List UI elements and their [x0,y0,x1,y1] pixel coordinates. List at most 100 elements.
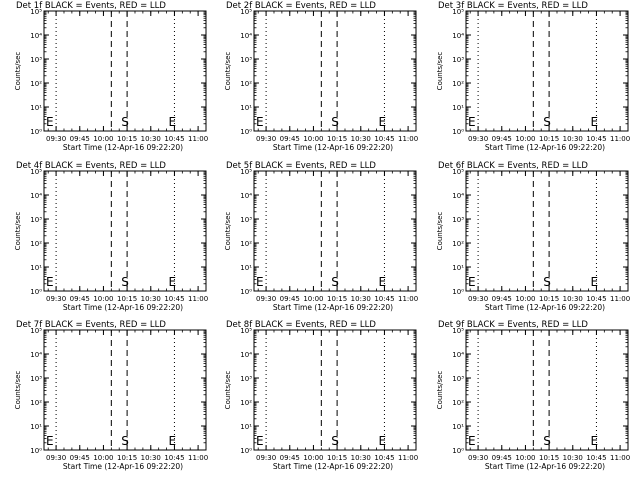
y-tick-label: 10¹ [30,264,42,272]
plot-frame [253,329,417,451]
plot-frame [465,170,629,292]
y-tick-label: 10⁰ [30,447,42,455]
y-tick-label: 10⁴ [30,192,42,200]
y-tick-label: 10² [30,399,42,407]
y-tick-label: 10⁰ [30,288,42,296]
y-axis-label: Counts/sec [224,52,232,91]
x-axis-label: Start Time (12-Apr-16 09:22:20) [485,462,605,471]
y-tick-label: 10⁰ [30,128,42,136]
x-tick-label: 10:00 [515,295,535,303]
x-tick-label: 10:45 [164,135,184,143]
y-axis-label: Counts/sec [436,212,444,251]
y-tick-label: 10¹ [452,423,464,431]
plot-frame [253,170,417,292]
marker-e: E [591,434,599,448]
detector-panel-5: Det 5f BLACK = Events, RED = LLD 10⁰ 10¹ 10… [224,161,418,312]
x-tick-label: 09:45 [280,135,300,143]
plot-frame [43,329,207,451]
detector-panel-4: Det 4f BLACK = Events, RED = LLD 10⁰ 10¹ 10… [14,161,208,312]
y-tick-label: 10³ [240,375,252,383]
marker-e: E [591,115,599,129]
y-tick-label: 10¹ [452,104,464,112]
y-axis-label: Counts/sec [436,52,444,91]
y-tick-label: 10⁴ [240,351,252,359]
x-tick-label: 10:15 [327,295,347,303]
x-tick-label: 10:15 [117,454,137,462]
x-tick-label: 10:30 [141,135,161,143]
y-tick-label: 10⁵ [452,8,464,16]
marker-s: S [331,275,339,289]
y-tick-label: 10¹ [452,264,464,272]
y-tick-label: 10¹ [240,423,252,431]
y-tick-label: 10³ [452,375,464,383]
x-tick-label: 10:00 [93,454,113,462]
panel-title: Det 5f BLACK = Events, RED = LLD [226,161,376,171]
y-tick-label: 10¹ [240,104,252,112]
marker-e: E [256,115,264,129]
y-tick-label: 10⁵ [452,168,464,176]
marker-e: E [46,275,54,289]
x-tick-label: 09:30 [46,454,66,462]
y-tick-label: 10⁴ [240,32,252,40]
y-tick-label: 10² [240,399,252,407]
x-tick-label: 09:30 [468,295,488,303]
panel-title: Det 2f BLACK = Events, RED = LLD [226,1,376,11]
y-tick-label: 10⁵ [30,327,42,335]
marker-e: E [468,275,476,289]
x-tick-label: 11:00 [610,135,630,143]
y-tick-label: 10³ [240,56,252,64]
x-tick-label: 10:30 [141,295,161,303]
marker-e: E [468,434,476,448]
x-tick-label: 09:45 [492,135,512,143]
y-tick-label: 10⁴ [30,32,42,40]
y-tick-label: 10³ [30,375,42,383]
x-axis-label: Start Time (12-Apr-16 09:22:20) [63,143,183,152]
panel-title: Det 6f BLACK = Events, RED = LLD [438,161,588,171]
marker-e: E [256,275,264,289]
marker-s: S [331,115,339,129]
y-tick-label: 10⁵ [30,8,42,16]
marker-s: S [331,434,339,448]
x-tick-label: 09:45 [280,454,300,462]
y-axis-label: Counts/sec [224,371,232,410]
y-tick-label: 10² [452,399,464,407]
marker-e: E [379,115,387,129]
x-tick-label: 10:15 [539,135,559,143]
x-axis-label: Start Time (12-Apr-16 09:22:20) [273,462,393,471]
panel-title: Det 9f BLACK = Events, RED = LLD [438,320,588,330]
x-tick-label: 10:15 [117,135,137,143]
x-tick-label: 10:00 [303,135,323,143]
y-tick-label: 10² [452,80,464,88]
y-tick-label: 10³ [30,56,42,64]
x-tick-label: 09:30 [46,135,66,143]
y-tick-label: 10² [452,240,464,248]
detector-panel-1: Det 1f BLACK = Events, RED = LLD 10⁰ 10¹ 10… [14,1,208,152]
x-tick-label: 10:45 [164,295,184,303]
y-tick-label: 10⁵ [240,327,252,335]
y-tick-label: 10¹ [30,104,42,112]
x-tick-label: 09:45 [280,295,300,303]
marker-s: S [543,275,551,289]
x-tick-label: 10:15 [327,135,347,143]
y-tick-label: 10⁰ [240,288,252,296]
marker-e: E [46,434,54,448]
panel-title: Det 3f BLACK = Events, RED = LLD [438,1,588,11]
y-tick-label: 10⁴ [452,192,464,200]
x-axis-label: Start Time (12-Apr-16 09:22:20) [485,303,605,312]
panel-title: Det 4f BLACK = Events, RED = LLD [16,161,166,171]
marker-e: E [468,115,476,129]
y-axis-label: Counts/sec [14,52,22,91]
y-tick-label: 10³ [452,216,464,224]
x-tick-label: 10:45 [586,454,606,462]
detector-panel-9: Det 9f BLACK = Events, RED = LLD 10⁰ 10¹ 10… [436,320,630,471]
y-tick-label: 10³ [452,56,464,64]
marker-s: S [121,275,129,289]
x-tick-label: 09:30 [256,135,276,143]
y-tick-label: 10⁴ [240,192,252,200]
y-tick-label: 10⁰ [452,128,464,136]
y-tick-label: 10⁵ [452,327,464,335]
y-tick-label: 10⁰ [240,447,252,455]
detector-panel-7: Det 7f BLACK = Events, RED = LLD 10⁰ 10¹ 10… [14,320,208,471]
x-tick-label: 10:45 [586,295,606,303]
x-tick-label: 09:45 [492,295,512,303]
